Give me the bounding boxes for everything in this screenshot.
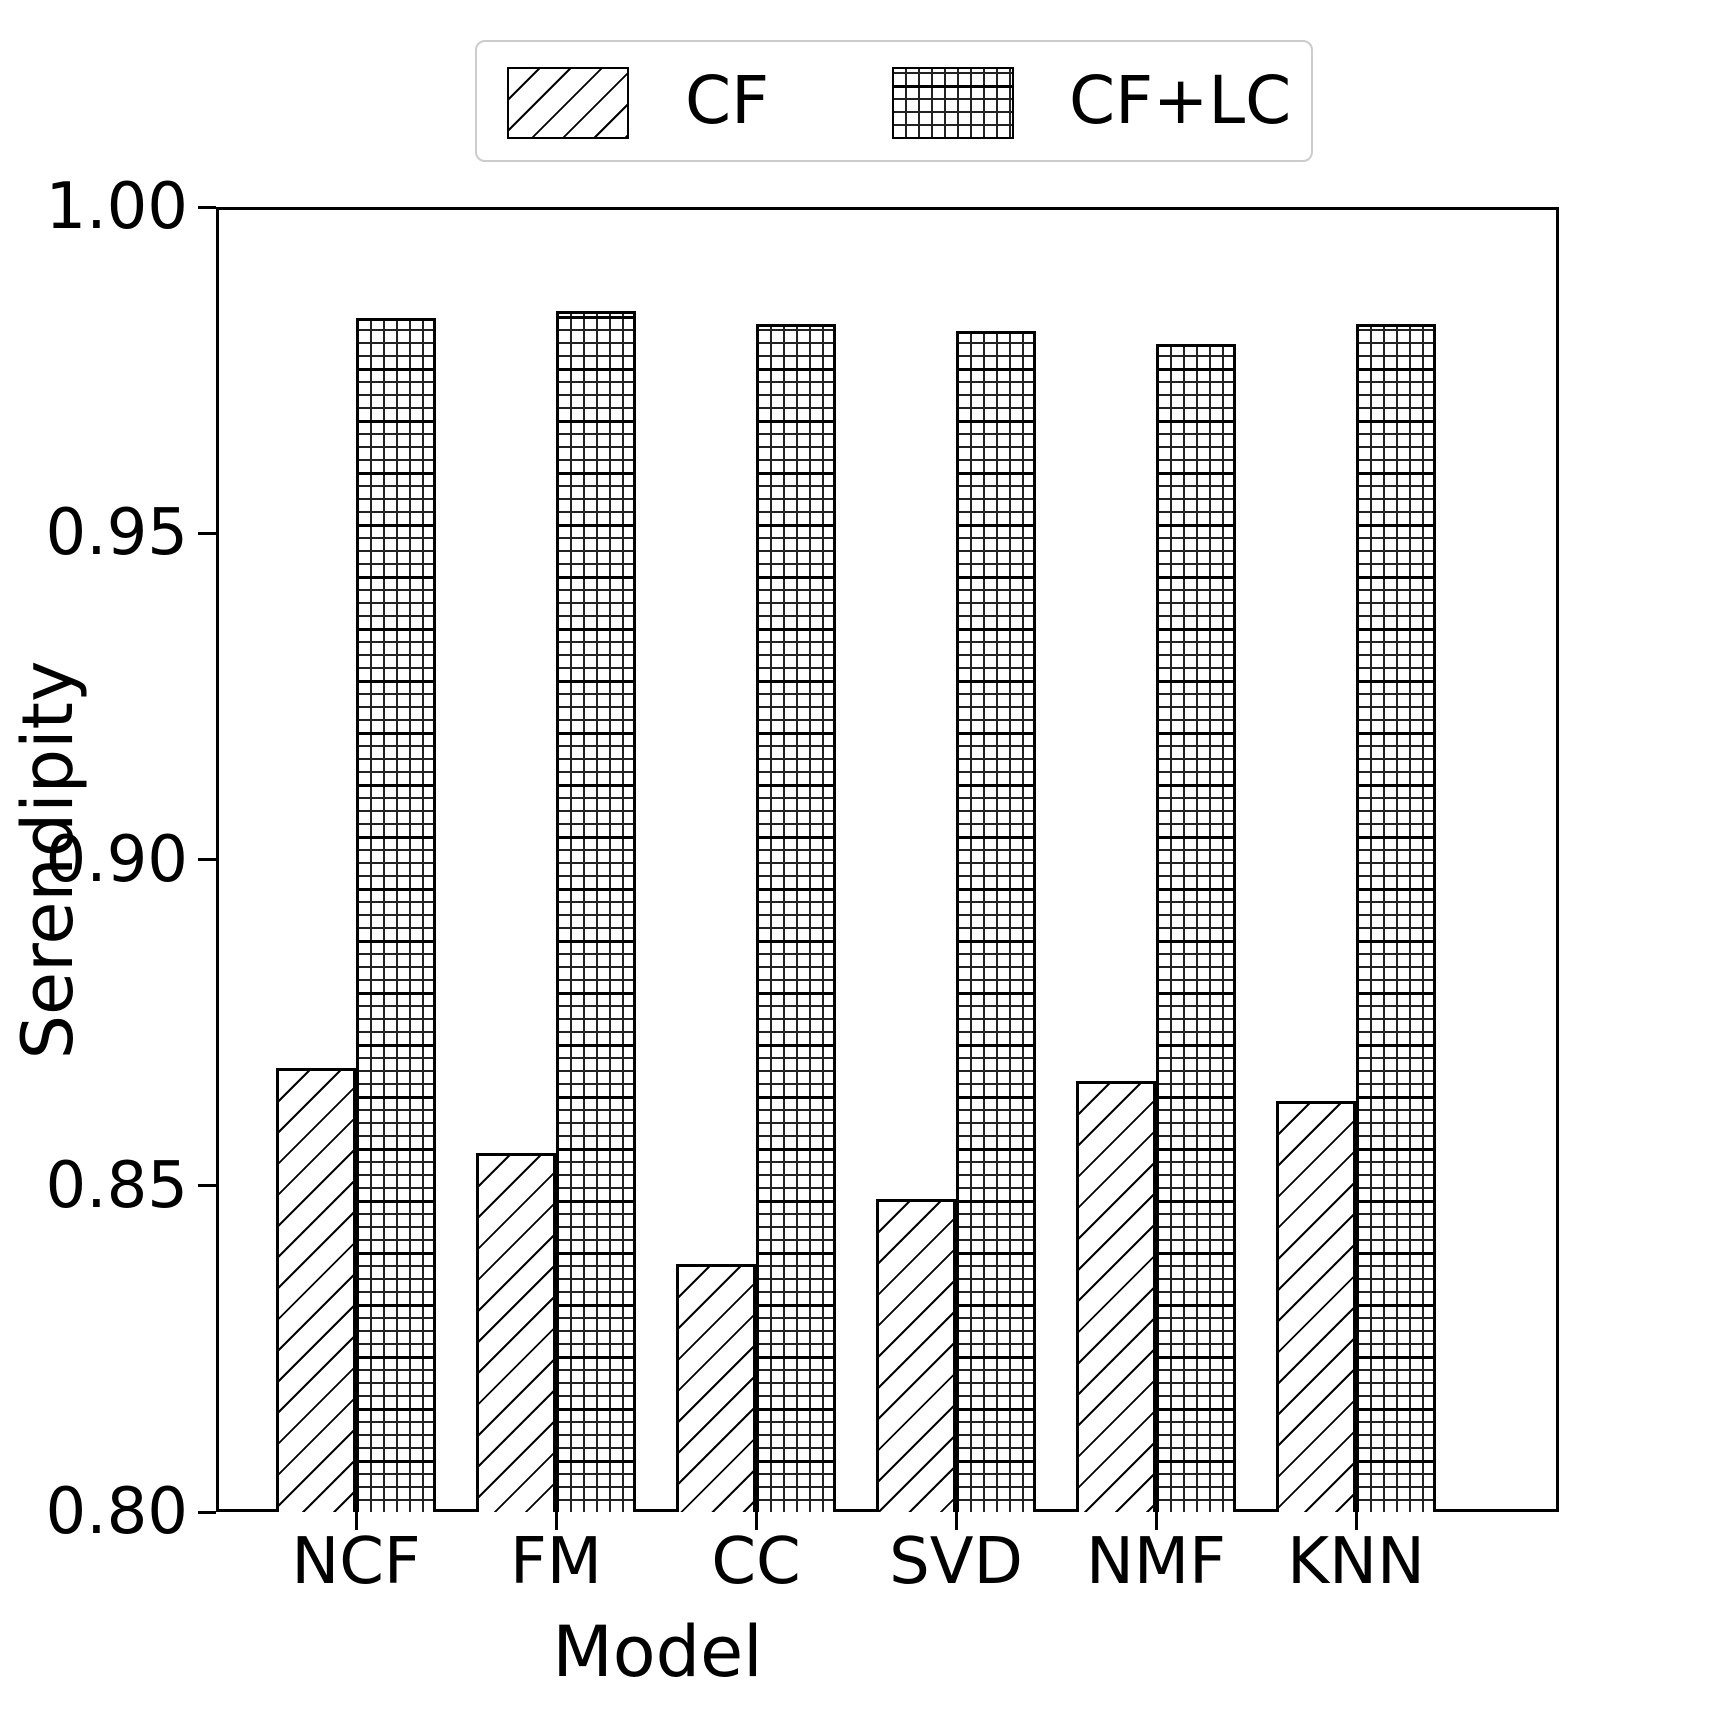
y-tick-label: 0.90 — [45, 822, 189, 897]
bar-CF-LC-NMF — [1156, 344, 1236, 1512]
y-tick-mark — [198, 1184, 216, 1188]
legend-label-cf-lc: CF+LC — [1069, 62, 1292, 139]
x-tick-label-CC: CC — [711, 1525, 801, 1599]
bar-CF-LC-NCF — [356, 317, 436, 1512]
x-tick-mark — [554, 1512, 558, 1530]
x-axis-label: Model — [552, 1611, 763, 1693]
legend-swatch-cf — [507, 67, 629, 139]
x-tick-mark — [1354, 1512, 1358, 1530]
x-tick-label-FM: FM — [509, 1525, 603, 1599]
bar-CF-LC-FM — [556, 311, 636, 1512]
legend-swatch-cf-lc — [892, 67, 1014, 139]
bar-CF-LC-SVD — [956, 330, 1036, 1512]
x-tick-label-NMF: NMF — [1086, 1525, 1226, 1599]
y-tick-mark — [198, 205, 216, 209]
x-tick-label-SVD: SVD — [889, 1525, 1023, 1599]
x-tick-mark — [354, 1512, 358, 1530]
legend-label-cf: CF — [685, 62, 770, 139]
bar-CF-KNN — [1276, 1100, 1356, 1512]
bar-CF-CC — [676, 1264, 756, 1512]
bar-CF-SVD — [876, 1198, 956, 1512]
bar-CF-NMF — [1076, 1081, 1156, 1512]
y-tick-label: 0.95 — [45, 496, 189, 571]
y-tick-mark — [198, 858, 216, 861]
x-tick-mark — [754, 1512, 758, 1530]
bar-CF-LC-KNN — [1356, 324, 1436, 1512]
y-tick-mark — [198, 1510, 216, 1514]
y-tick-label: 0.85 — [45, 1148, 189, 1223]
bar-CF-LC-CC — [756, 324, 836, 1512]
x-tick-mark — [1154, 1512, 1158, 1530]
x-tick-mark — [954, 1512, 958, 1530]
y-tick-label: 0.80 — [45, 1475, 189, 1549]
legend: CF CF+LC — [475, 40, 1313, 162]
bar-CF-FM — [476, 1153, 556, 1512]
bar-CF-NCF — [276, 1068, 356, 1512]
y-tick-mark — [198, 531, 216, 535]
y-tick-label: 1.00 — [45, 170, 189, 244]
x-tick-label-KNN: KNN — [1287, 1525, 1425, 1599]
x-tick-label-NCF: NCF — [291, 1525, 421, 1599]
